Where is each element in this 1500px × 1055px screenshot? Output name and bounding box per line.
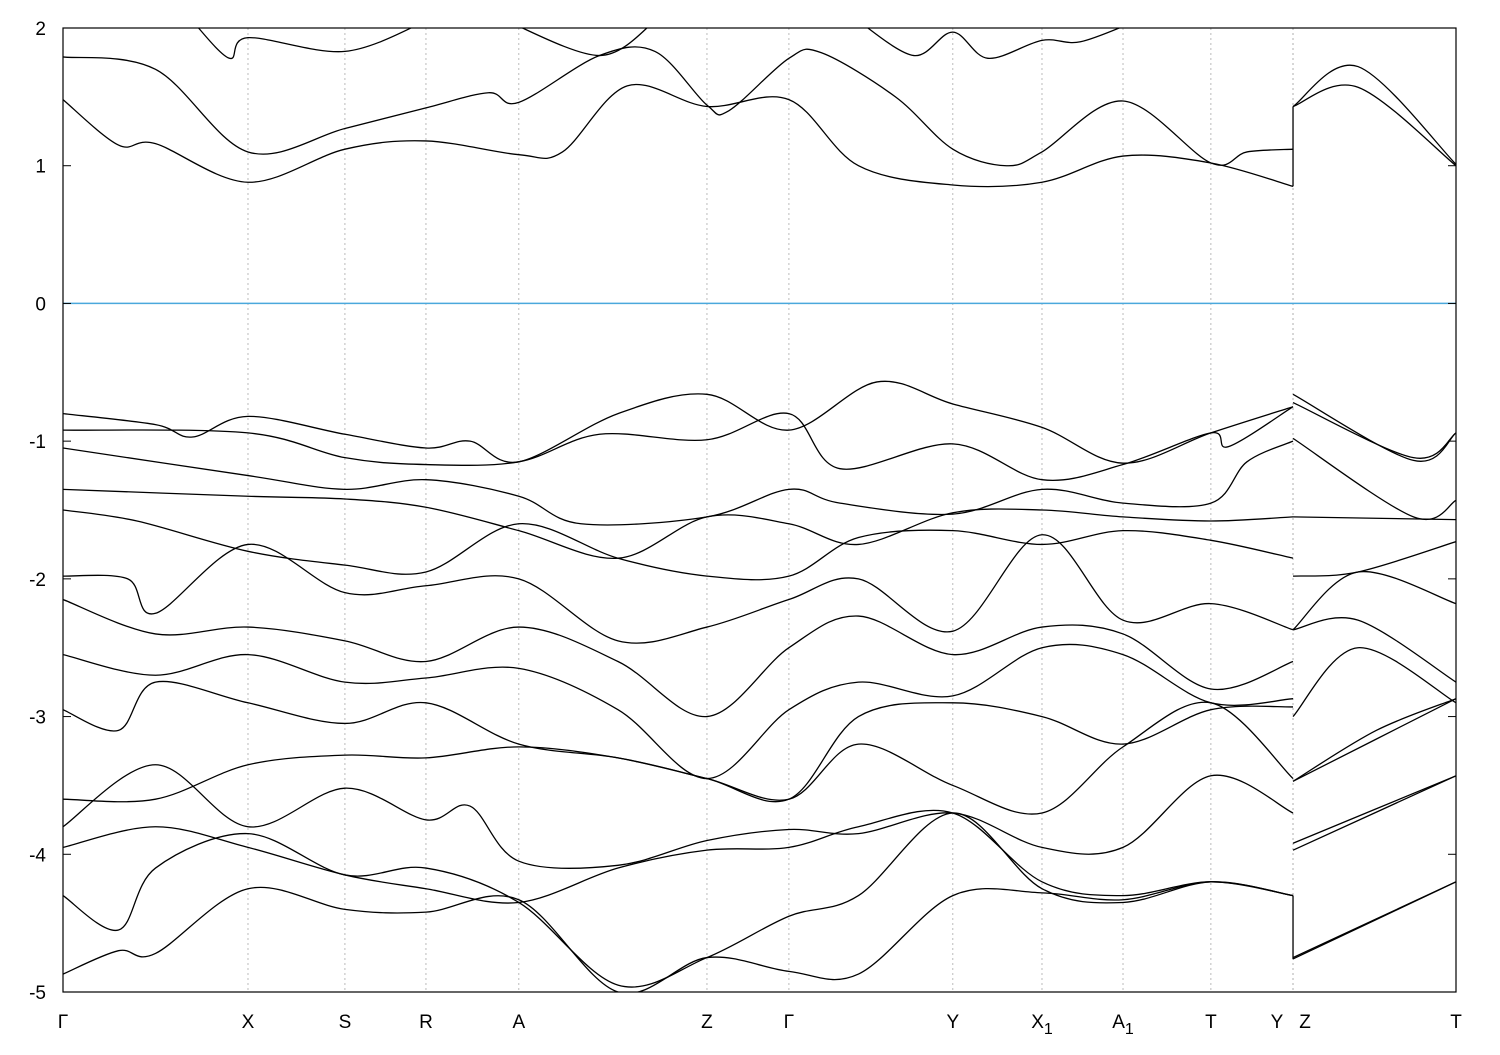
plot-frame (62, 27, 1457, 993)
x-tick-label: Y (1271, 1012, 1284, 1033)
band-line (1292, 881, 1456, 960)
band-line (63, 534, 1294, 644)
band-line (63, 406, 1294, 481)
band-line (63, 809, 1294, 904)
band-line (866, 28, 1121, 59)
band-line (1292, 401, 1456, 459)
band-line (1292, 775, 1456, 851)
band-line (1292, 647, 1456, 718)
x-tick-label: Γ (58, 1012, 68, 1033)
x-tick-label: T (1205, 1012, 1217, 1033)
band-line (1292, 617, 1456, 683)
y-tick-label: 1 (35, 157, 46, 178)
band-line (520, 28, 648, 57)
x-tick-label: S (339, 1012, 352, 1033)
x-tick-label: A1 (1112, 1012, 1134, 1038)
band-line (1292, 775, 1456, 844)
band-line (63, 764, 1294, 869)
band-line (63, 488, 1294, 559)
x-tick-label: Z (1299, 1012, 1311, 1033)
y-tick-label: -1 (29, 432, 46, 453)
x-tick-label: X (242, 1012, 255, 1033)
band-line (63, 440, 1294, 526)
band-line (63, 380, 1294, 464)
band-line (63, 881, 1294, 992)
band-line (1292, 437, 1456, 520)
y-tick-label: -4 (29, 845, 46, 866)
band-line (1292, 84, 1456, 167)
y-tick-label: 0 (35, 294, 46, 315)
y-tick-label: -3 (29, 708, 46, 729)
band-line (63, 46, 1294, 167)
x-tick-label: Z (701, 1012, 713, 1033)
band-line (1292, 393, 1456, 462)
band-line (63, 598, 1294, 718)
band-line (1292, 698, 1456, 782)
y-tick-label: -5 (29, 983, 46, 1004)
x-tick-label: A (512, 1012, 525, 1033)
y-axis-ticks: -5 -4 -3 -2 -1 0 1 2 (29, 19, 1456, 1004)
band-line (1292, 698, 1456, 782)
band-line (1293, 516, 1456, 521)
band-line (63, 812, 1294, 988)
band-line (63, 701, 1294, 815)
band-line (197, 28, 413, 59)
x-tick-label: T (1450, 1012, 1462, 1033)
y-tick-label: -2 (29, 570, 46, 591)
band-line (63, 509, 1294, 581)
y-tick-label: 2 (35, 19, 46, 40)
x-tick-label: R (419, 1012, 433, 1033)
band-line (1292, 570, 1456, 631)
band-line (63, 83, 1294, 188)
band-line (1292, 541, 1456, 577)
x-tick-label: Y (946, 1012, 959, 1033)
band-line (1292, 64, 1456, 165)
x-axis-ticks: Γ X S R A Z Γ Y X1 A1 T Y Z T (58, 1012, 1462, 1038)
x-tick-label: Γ (784, 1012, 794, 1033)
band-line (63, 680, 1294, 803)
x-tick-label: X1 (1031, 1012, 1053, 1038)
grid-lines (247, 28, 1294, 992)
bands (63, 28, 1456, 992)
